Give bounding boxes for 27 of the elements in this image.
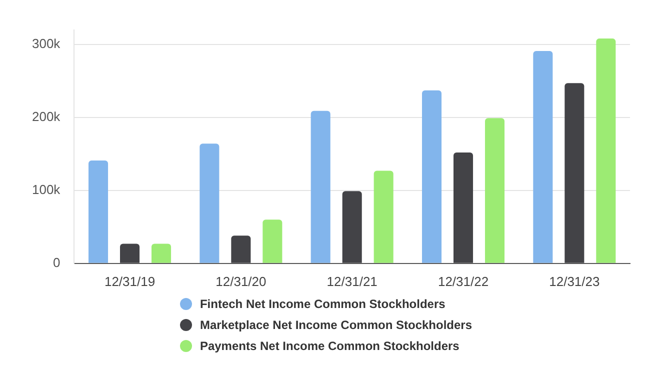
bar	[120, 244, 140, 263]
bar	[200, 144, 220, 263]
x-tick-label: 12/31/21	[326, 274, 378, 289]
bar	[88, 160, 108, 263]
y-tick-label: 200k	[32, 108, 61, 124]
bar	[262, 220, 282, 263]
bar	[484, 118, 505, 263]
y-tick-label: 0	[52, 254, 60, 270]
bar	[152, 244, 172, 263]
bar	[310, 110, 330, 263]
y-tick-label: 300k	[32, 36, 61, 51]
bar	[596, 38, 616, 263]
x-tick-label: 12/31/23	[549, 274, 600, 289]
bar	[422, 90, 442, 263]
bar	[342, 191, 362, 263]
x-tick-label: 12/31/20	[216, 274, 266, 289]
y-tick-label: 100k	[32, 182, 61, 197]
x-tick-label: 12/31/22	[438, 274, 489, 289]
bar	[533, 50, 553, 263]
bar	[374, 170, 394, 263]
bar	[231, 236, 251, 263]
bar	[453, 152, 474, 263]
x-tick-label: 12/31/19	[104, 274, 156, 289]
legend-label: Marketplace Net Income Common Stockholders	[200, 318, 472, 332]
legend-label: Payments Net Income Common Stockholders	[200, 338, 460, 352]
bar	[564, 83, 584, 263]
legend-label: Fintech Net Income Common Stockholders	[200, 296, 446, 310]
